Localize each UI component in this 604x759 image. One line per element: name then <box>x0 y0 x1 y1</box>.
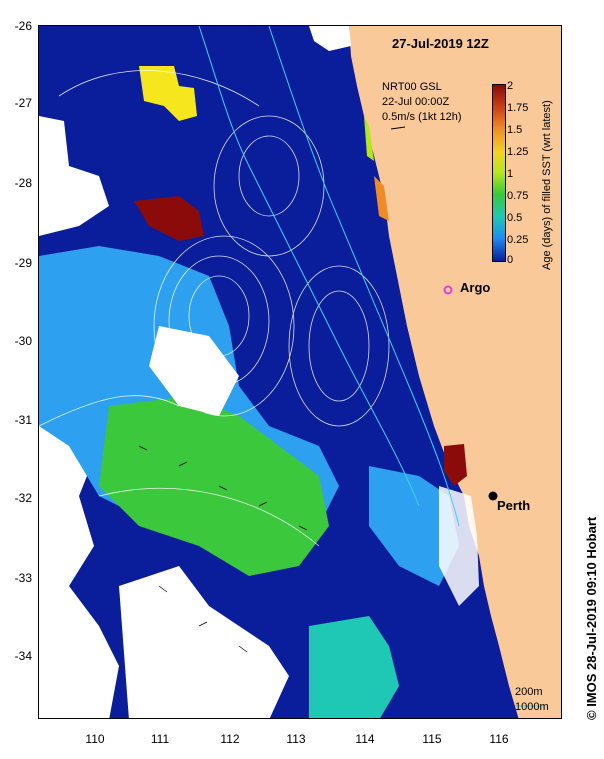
y-tick-label: -32 <box>14 491 32 505</box>
green-region <box>99 396 329 576</box>
red-patch-northwest <box>134 196 204 241</box>
argo-label: Argo <box>460 280 491 295</box>
cloud-gap-northeast <box>309 26 351 51</box>
colorbar-tick: 0.25 <box>507 234 529 246</box>
y-tick-label: -28 <box>14 176 32 190</box>
x-tick-label: 112 <box>220 732 240 746</box>
y-tick-label: -29 <box>14 256 32 270</box>
colorbar-tick: 1 <box>507 168 514 180</box>
map-title: 27-Jul-2019 12Z <box>392 36 489 51</box>
colorbar-tick: 1.5 <box>507 124 523 136</box>
x-tick-label: 113 <box>286 732 306 746</box>
colorbar-tick: 0.75 <box>507 190 529 202</box>
colorbar-tick: 0 <box>507 254 514 266</box>
scale-vector-label: 0.5m/s (1kt 12h) <box>382 111 462 123</box>
colorbar-tick: 1.25 <box>507 146 529 158</box>
colorbar-title: Age (days) of filled SST (wrt latest) <box>541 100 553 270</box>
current-vectors <box>138 445 308 653</box>
coastal-white-band <box>439 486 479 606</box>
light-blue-coastal <box>369 466 459 586</box>
legend-1000m: 1000m <box>515 701 549 713</box>
red-patch-perth <box>444 444 467 486</box>
yellow-patch-north <box>139 66 197 121</box>
scale-vector-arrow <box>390 126 406 130</box>
y-tick-label: -31 <box>14 413 32 427</box>
y-tick-label: -30 <box>14 334 32 348</box>
credit-text: © IMOS 28-Jul-2019 09:10 Hobart <box>584 516 599 720</box>
teal-region <box>309 616 399 718</box>
y-tick-label: -33 <box>14 571 32 585</box>
x-tick-label: 115 <box>422 732 442 746</box>
y-tick-label: -27 <box>14 96 32 110</box>
sst-age-map <box>39 26 544 718</box>
cloud-gap-southwest <box>39 406 119 718</box>
perth-label: Perth <box>497 498 531 513</box>
y-tick-label: -26 <box>14 19 32 33</box>
colorbar-tick: 0.5 <box>507 212 523 224</box>
product-date: 22-Jul 00:00Z <box>382 96 450 108</box>
y-tick-label: -34 <box>14 649 32 663</box>
bathymetry-lines <box>198 26 460 527</box>
ssh-contours <box>39 70 390 547</box>
product-name: NRT00 GSL <box>382 81 442 93</box>
argo-marker <box>443 285 453 295</box>
x-tick-label: 110 <box>85 732 105 746</box>
x-tick-label: 111 <box>150 732 170 746</box>
legend-200m: 200m <box>515 686 543 698</box>
x-tick-label: 116 <box>489 732 509 746</box>
perth-marker <box>488 491 498 501</box>
yellow-coastal-strip <box>364 116 374 161</box>
colorbar <box>492 84 506 262</box>
colorbar-tick: 2 <box>507 80 514 92</box>
map-panel[interactable] <box>38 25 562 719</box>
cloud-gap-west <box>39 116 109 236</box>
x-tick-label: 114 <box>355 732 375 746</box>
cloud-gap-south <box>119 566 289 718</box>
orange-coastal-strip <box>374 176 389 221</box>
colorbar-tick: 1.75 <box>507 102 529 114</box>
cloud-gap-center <box>149 326 239 416</box>
